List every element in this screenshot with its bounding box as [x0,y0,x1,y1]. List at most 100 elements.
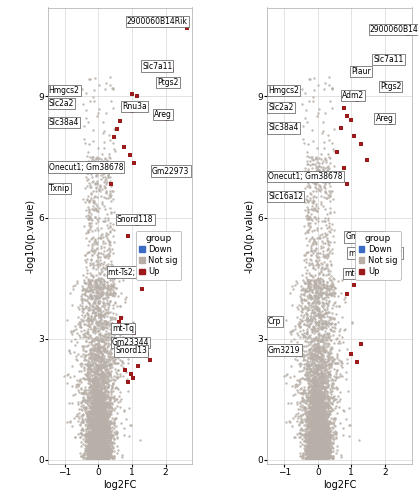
Point [327,444,334,452]
Point [89,314,96,322]
Point [313,454,319,462]
Point [306,260,312,268]
Point [308,376,315,384]
Point [291,372,297,380]
Point [316,435,323,443]
Point [308,454,315,462]
Point [91,426,98,434]
Point [79,406,86,413]
Point [317,192,324,200]
Point [95,420,102,428]
Point [319,422,325,430]
Point [103,404,110,411]
Point [315,105,322,113]
Point [102,155,109,163]
Point [319,450,326,458]
Point [91,454,98,462]
Point [317,414,324,422]
Point [324,312,330,320]
Point [318,344,325,352]
Point [317,452,324,460]
Point [311,436,318,444]
Point [97,421,104,429]
Point [347,422,354,430]
Point [305,160,311,168]
Point [326,452,333,460]
Point [333,430,339,438]
Point [308,444,315,452]
Point [89,399,95,407]
Point [96,450,103,458]
Point [311,382,317,390]
Point [312,204,319,212]
Point [310,324,316,332]
Point [301,444,307,452]
Point [88,450,94,458]
Point [104,393,110,401]
Point [321,400,328,408]
Point [321,451,327,459]
Point [316,352,323,360]
Point [104,410,111,418]
Point [99,448,105,456]
Point [305,425,311,433]
Point [314,396,320,404]
Point [109,250,116,258]
Point [310,430,317,438]
Point [317,413,324,421]
Point [94,454,100,462]
Point [318,372,324,380]
Point [103,425,110,433]
Point [112,327,118,335]
Point [311,450,318,458]
Point [322,420,329,428]
Point [311,450,317,458]
Point [318,439,325,447]
Point [97,436,104,444]
Point [319,452,326,460]
Point [95,274,102,282]
Point [323,432,329,440]
Point [82,440,88,448]
Point [321,265,327,273]
Point [88,294,94,302]
Point [305,415,312,423]
Point [310,394,317,402]
Point [313,452,319,460]
Point [326,444,332,452]
Point [314,454,320,462]
Point [84,454,91,462]
Point [314,449,321,457]
Point [96,397,103,405]
Point [303,360,309,368]
Point [317,408,324,416]
Point [91,314,98,322]
Point [318,433,325,441]
Point [311,418,318,426]
Point [311,454,318,462]
Point [316,450,323,458]
Point [99,448,105,456]
Point [94,434,101,442]
Point [99,280,106,288]
Point [318,452,324,460]
Point [318,422,324,430]
Point [89,430,96,438]
Point [314,403,321,411]
Point [327,444,334,452]
Point [326,446,333,454]
Point [319,398,326,406]
Point [110,282,117,290]
Point [101,426,108,434]
Point [316,410,323,418]
Point [92,450,99,458]
Point [309,202,316,209]
Point [325,424,332,432]
Point [99,421,106,429]
Point [97,448,103,456]
Point [97,390,103,398]
Point [77,405,84,413]
Point [108,447,115,455]
Point [316,430,322,438]
Point [99,394,106,402]
